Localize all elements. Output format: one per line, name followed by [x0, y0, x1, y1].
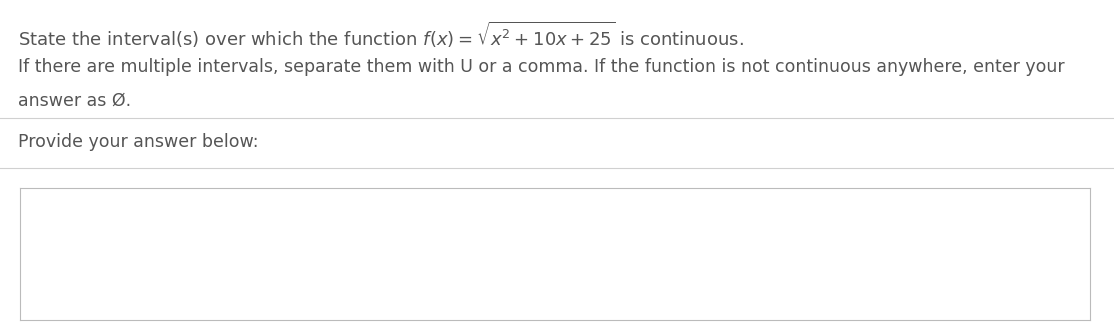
Text: If there are multiple intervals, separate them with U or a comma. If the functio: If there are multiple intervals, separat… — [18, 58, 1065, 76]
Text: answer as Ø.: answer as Ø. — [18, 92, 131, 110]
Text: Provide your answer below:: Provide your answer below: — [18, 133, 258, 151]
Text: State the interval(s) over which the function $f(x) = \sqrt{x^2 + 10x + 25}$ is : State the interval(s) over which the fun… — [18, 20, 744, 50]
